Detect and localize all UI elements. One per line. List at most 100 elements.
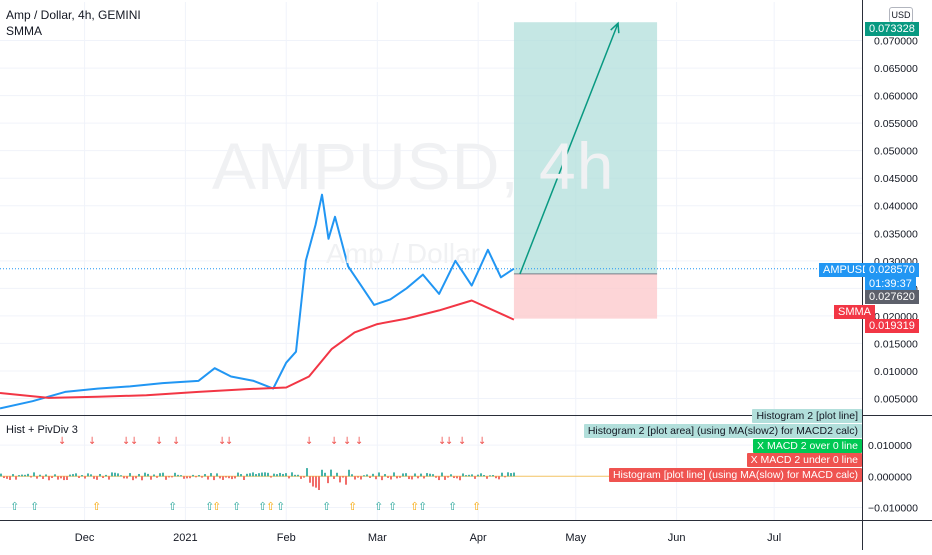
down-signal-icon: ↓	[58, 436, 66, 447]
histogram-bar	[36, 476, 38, 479]
series-group	[0, 193, 515, 410]
up-signal-icon: ⇧	[205, 500, 214, 513]
histogram-bar	[291, 472, 293, 477]
histogram-bar	[390, 476, 392, 480]
down-signal-icon: ↓	[88, 436, 96, 447]
y-tick-label: 0.065000	[874, 63, 918, 75]
down-signal-icon: ↓	[172, 436, 180, 447]
histogram-bar	[255, 474, 257, 477]
histogram-bar	[18, 475, 20, 477]
histogram-bar	[327, 476, 329, 484]
lower-pane-title[interactable]: Hist + PivDiv 3	[6, 424, 78, 436]
y-tick-label: 0.070000	[874, 36, 918, 48]
histogram-bar	[483, 475, 485, 477]
bar-countdown-label: 01:39:37	[865, 277, 916, 291]
histogram-bar	[111, 472, 113, 477]
y-tick-label: 0.050000	[874, 146, 918, 158]
up-signal-icon: ⇧	[10, 500, 19, 513]
histogram-bar	[369, 476, 371, 478]
down-signal-icon: ↓	[130, 436, 138, 447]
histogram-bar	[447, 476, 449, 478]
up-signal-icon: ⇧	[388, 500, 397, 513]
histogram-bar	[231, 476, 233, 480]
down-signal-icon: ↓	[218, 436, 226, 447]
histogram-bar	[513, 472, 515, 477]
down-signal-icon: ↓	[330, 436, 338, 447]
smma-name-label: SMMA	[834, 305, 875, 319]
histogram-bar	[222, 476, 224, 480]
indicator-label[interactable]: SMMA	[6, 24, 42, 38]
histogram-bar	[315, 476, 317, 488]
legend-histogram-line: Histogram [plot line] (using MA(slow) fo…	[608, 468, 862, 482]
symbol-watermark: AMPUSD, 4h	[212, 129, 615, 203]
histogram-bar	[165, 476, 167, 480]
up-signal-icon: ⇧	[410, 500, 419, 513]
legend-histogram2-area: Histogram 2 [plot area] (using MA(slow2)…	[583, 424, 862, 438]
histogram-bar	[363, 475, 365, 477]
last-price-label: 0.028570	[865, 263, 919, 277]
histogram-bar	[129, 473, 131, 477]
histogram-bar	[144, 472, 146, 477]
histogram-bar	[219, 476, 221, 479]
down-signal-icon: ↓	[458, 436, 466, 447]
histogram-bar	[141, 476, 143, 481]
histogram-bar	[183, 476, 185, 479]
histogram-bar	[114, 472, 116, 477]
legend-histogram2-line: Histogram 2 [plot line]	[752, 409, 862, 423]
down-signal-icon: ↓	[445, 436, 453, 447]
histogram-bar	[306, 468, 308, 477]
histogram-bar	[87, 473, 89, 477]
up-signal-icon: ⇧	[418, 500, 427, 513]
histogram-bar	[147, 473, 149, 477]
up-signal-icon: ⇧	[168, 500, 177, 513]
histogram-bar	[354, 476, 356, 480]
histogram-bar	[27, 473, 29, 477]
histogram-bar	[9, 476, 11, 480]
target-price-label: 0.073328	[865, 22, 919, 36]
histogram-bar	[216, 473, 218, 477]
histogram-bar	[213, 476, 215, 481]
histogram-bar	[345, 476, 347, 485]
histogram-bar	[108, 476, 110, 480]
histogram-bar	[153, 474, 155, 477]
histogram-bar	[417, 476, 419, 479]
histogram-bar	[117, 473, 119, 477]
histogram-bar	[186, 476, 188, 479]
histogram-bar	[456, 476, 458, 479]
histogram-bar	[477, 474, 479, 477]
histogram-bar	[264, 472, 266, 477]
histogram-bar	[357, 476, 359, 478]
histogram-bar	[120, 475, 122, 477]
histogram-bar	[15, 476, 17, 480]
up-signal-icon: ⇧	[348, 500, 357, 513]
y-tick-label: 0.035000	[874, 228, 918, 240]
chart-title[interactable]: Amp / Dollar, 4h, GEMINI	[6, 8, 141, 22]
histogram-bar	[39, 474, 41, 477]
down-signal-icon: ↓	[225, 436, 233, 447]
histogram-bar	[462, 473, 464, 477]
histogram-bar	[72, 474, 74, 477]
series-line-ampusd	[0, 193, 515, 410]
histogram-bar	[480, 473, 482, 477]
histogram-bar	[102, 476, 104, 479]
histogram-bar	[267, 472, 269, 477]
histogram-bar	[399, 476, 401, 478]
histogram-bar	[423, 476, 425, 479]
histogram-bar	[402, 473, 404, 477]
histogram-bar	[378, 472, 380, 477]
histogram-bar	[21, 474, 23, 477]
histogram-bar	[405, 473, 407, 477]
up-signal-icon: ⇧	[374, 500, 383, 513]
histogram-bar	[138, 473, 140, 477]
currency-badge[interactable]: USD	[889, 7, 913, 23]
histogram-bar	[486, 476, 488, 479]
entry-price-label: 0.027620	[865, 290, 919, 304]
histogram-bar	[195, 476, 197, 478]
histogram-bar	[204, 474, 206, 477]
down-signal-icon: ↓	[305, 436, 313, 447]
x-tick-label: May	[565, 532, 586, 544]
histogram-bar	[12, 474, 14, 477]
histogram-bar	[42, 476, 44, 479]
